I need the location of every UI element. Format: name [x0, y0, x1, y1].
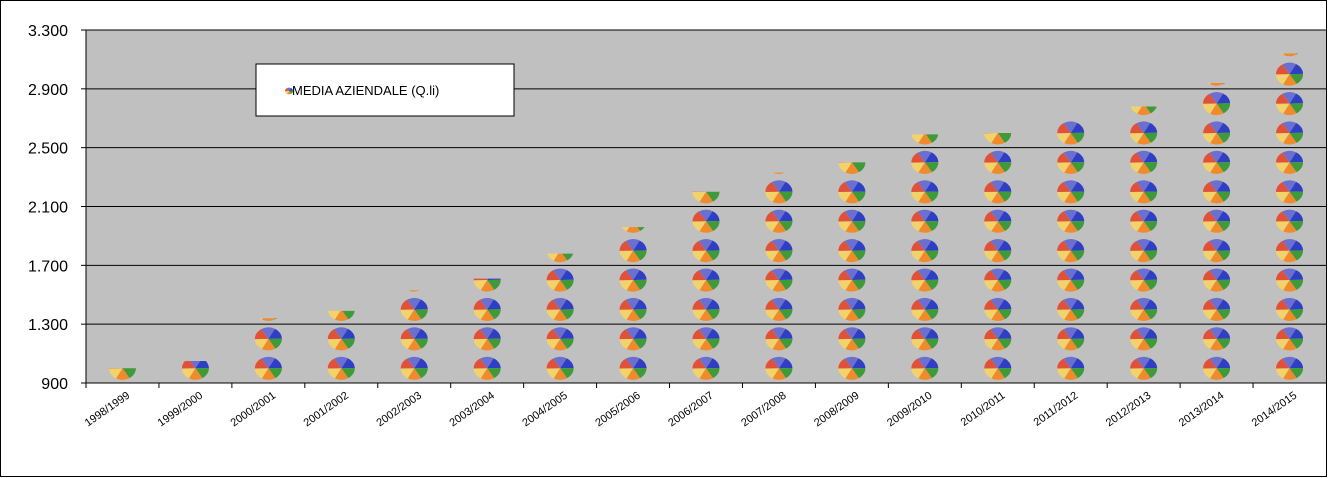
bar: [400, 290, 428, 380]
bar: [254, 318, 282, 380]
y-tick-label: 2.500: [28, 141, 68, 158]
bar: [838, 162, 866, 380]
bar: [984, 132, 1012, 380]
legend-swatch: [284, 87, 294, 95]
bar: [692, 191, 720, 380]
y-tick-label: 2.900: [28, 82, 68, 99]
legend-box: [255, 63, 515, 117]
bar: [765, 172, 793, 380]
y-tick-label: 1.700: [28, 258, 68, 275]
bar: [1203, 82, 1231, 380]
y-tick-label: 3.300: [28, 23, 68, 40]
y-tick-label: 900: [41, 376, 68, 393]
y-tick-label: 2.100: [28, 200, 68, 217]
bar: [1057, 121, 1085, 380]
bar: [108, 368, 136, 380]
y-tick-label: 1.300: [28, 317, 68, 334]
bar: [473, 278, 501, 380]
bar: [1130, 106, 1158, 380]
legend-label: MEDIA AZIENDALE (Q.li): [292, 83, 439, 98]
bar: [911, 134, 939, 380]
bar: [546, 253, 574, 380]
bar: [181, 360, 209, 380]
bar: [619, 227, 647, 380]
bar: [327, 310, 355, 380]
bar: [1276, 53, 1304, 380]
